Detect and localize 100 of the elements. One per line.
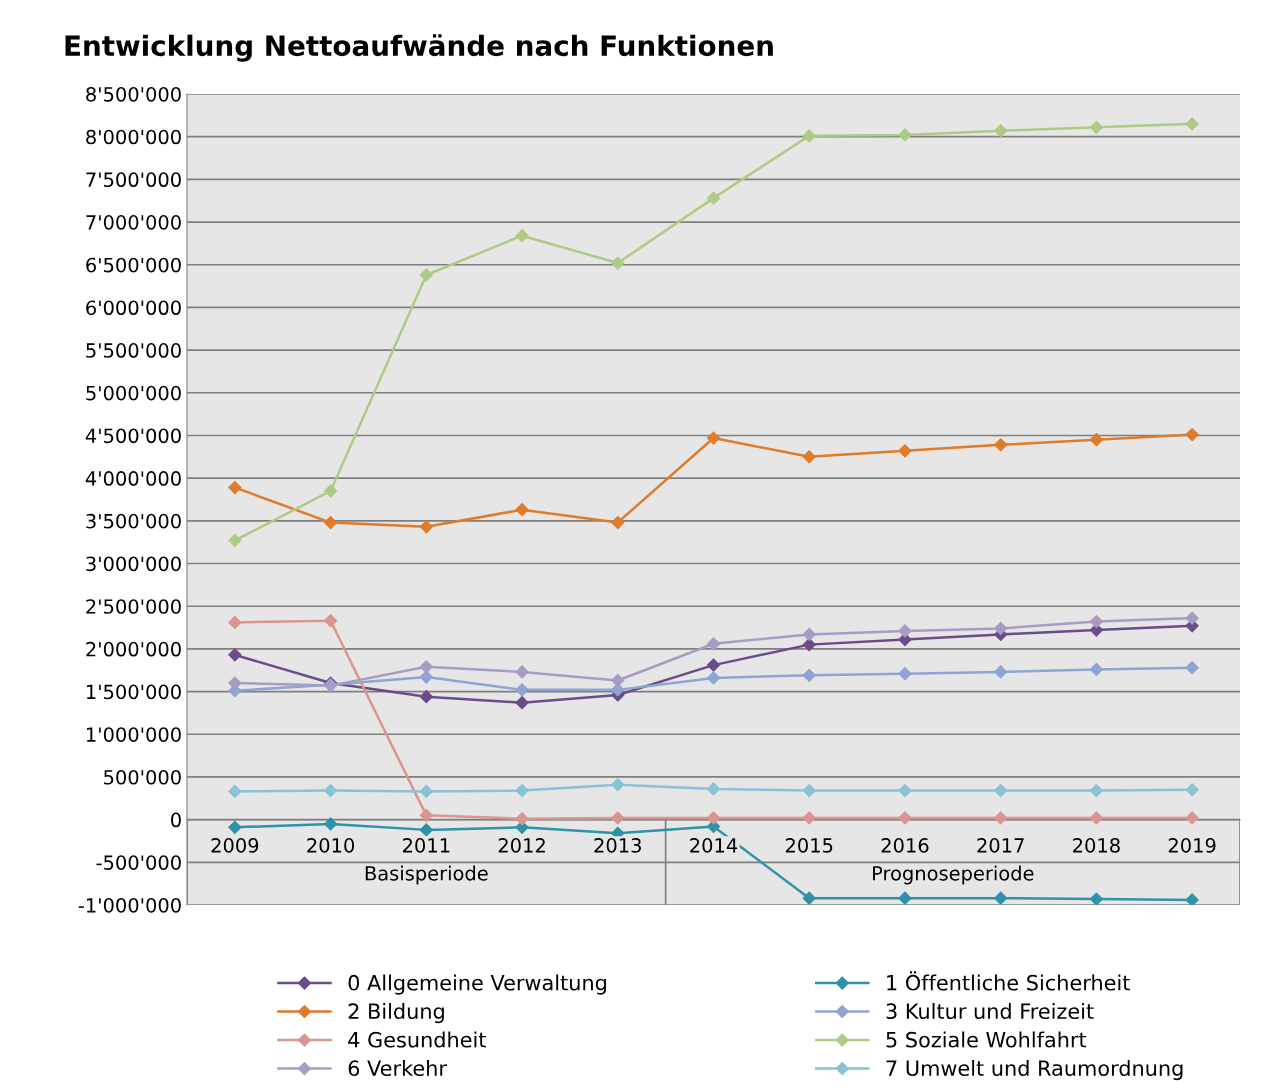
point [706,811,721,825]
annotation: Prognoseperiode [873,865,1034,885]
y-tick-label: 2'000'000 [86,641,181,657]
annotation: Basisperiode [365,865,488,885]
x-tick-label: 2011 [403,838,450,853]
legend-label: 4 Gesundheit [348,1031,486,1048]
point [706,191,721,205]
point [706,671,721,685]
point [228,480,242,495]
point [898,784,912,798]
point [706,431,721,445]
point [1185,117,1199,131]
legend-label: 1 Öffentliche Sicherheit [887,971,1130,991]
point [611,811,625,825]
point [1185,428,1199,442]
legend-label: 3 Kultur und Freizeit [886,1002,1094,1020]
y-tick-label: 5'000'000 [86,385,181,401]
point [611,256,625,270]
point [515,229,529,243]
y-tick-label: 0 [171,812,181,828]
point [898,128,912,142]
point [898,891,912,905]
point [419,660,433,674]
point [611,673,625,688]
legend-label: 0 Allgemeine Verwaltung [348,974,606,995]
y-tick-label: 4'000'000 [85,471,181,486]
point [1089,433,1103,447]
y-tick-label: 7'500'000 [86,172,181,188]
x-tick-label: 2016 [881,838,929,853]
point [419,784,433,799]
y-tick-label: 8'000'000 [86,129,181,145]
legend-label: 5 Soziale Wohlfahrt [886,1031,1087,1048]
point [419,823,433,837]
y-tick-label: 6'000'000 [86,300,181,316]
point [1089,614,1103,629]
point [419,268,433,282]
point [611,515,625,530]
point [706,637,721,651]
point [324,817,338,831]
point [515,683,529,697]
point [419,520,433,534]
point [1089,662,1103,676]
point [802,627,816,641]
point [1089,120,1103,134]
point [898,444,912,458]
point [706,782,721,796]
x-tick-label: 2019 [1168,838,1216,853]
point [802,638,816,652]
point [228,784,242,799]
x-tick-label: 2009 [211,838,259,853]
point [994,438,1008,452]
y-tick-label: -500'000 [96,855,181,870]
y-tick-label: 3'000'000 [86,556,181,572]
point [515,665,529,679]
point [802,129,816,143]
point [228,615,242,630]
x-tick-label: 2015 [785,838,833,853]
legend-label: 6 Verkehr [348,1059,447,1077]
point [1185,661,1199,675]
point [706,658,721,672]
point [1089,784,1103,798]
point [994,665,1008,679]
y-tick-label: 4'500'000 [85,428,181,444]
point [898,667,912,681]
point [994,891,1008,905]
x-tick-label: 2013 [594,838,641,853]
x-tick-label: 2012 [498,838,545,853]
y-tick-label: 500'000 [104,769,181,785]
point [228,533,242,548]
x-tick-label: 2018 [1073,838,1120,853]
y-tick-label: 6'500'000 [86,257,181,273]
point [898,624,912,638]
y-tick-label: 7'000'000 [86,215,181,230]
point [324,484,338,498]
y-tick-label: 8'500'000 [86,86,181,102]
x-tick-label: 2010 [307,838,355,853]
point [228,676,242,690]
point [324,784,338,798]
point [802,668,816,682]
point [419,808,433,822]
legend-label: 7 Umwelt und Raumordnung [886,1059,1183,1081]
point [515,812,529,826]
point [994,784,1008,798]
point [1089,811,1103,825]
x-tick-label: 2014 [690,838,738,853]
point [1185,893,1199,905]
y-tick-label: 2'500'000 [86,599,181,614]
point [324,614,338,628]
y-tick-label: 1'000'000 [86,727,181,742]
point [324,515,338,530]
point [611,778,625,792]
point [994,124,1008,138]
point [419,670,433,684]
point [419,690,433,704]
point [802,891,816,905]
y-tick-label: 1'500'000 [86,684,181,700]
y-tick-label: 3'500'000 [86,513,181,529]
point [1089,892,1103,905]
point [994,621,1008,635]
point [802,784,816,798]
